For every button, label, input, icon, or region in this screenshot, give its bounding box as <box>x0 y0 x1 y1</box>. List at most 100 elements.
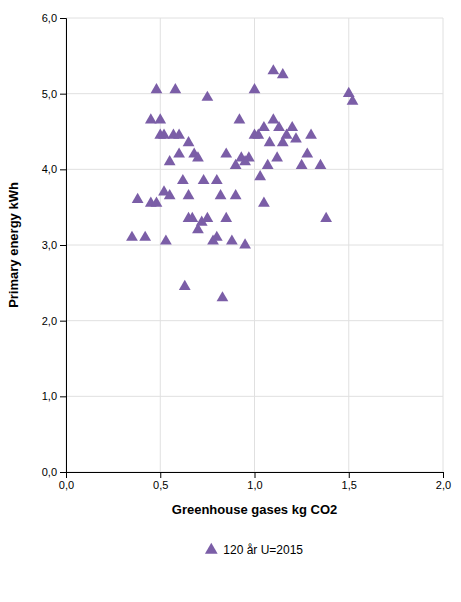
point <box>262 159 274 169</box>
point <box>305 128 317 138</box>
point <box>177 174 189 184</box>
point <box>249 83 261 93</box>
point <box>154 113 166 123</box>
point <box>267 113 279 123</box>
point <box>296 159 308 169</box>
point <box>139 231 151 241</box>
tick-label: 5,0 <box>42 88 57 100</box>
point <box>183 189 195 199</box>
point <box>320 212 332 222</box>
tick: 0,0 <box>42 466 66 478</box>
point <box>230 189 242 199</box>
tick: 0,0 <box>59 472 74 491</box>
x-axis-title: Greenhouse gases kg CO2 <box>172 502 337 517</box>
point <box>286 121 298 131</box>
x-axis: 0,0 0,5 1,0 1,5 2,0 <box>59 472 451 491</box>
tick: 3,0 <box>42 239 66 251</box>
tick-mark <box>255 472 256 478</box>
point <box>239 238 251 248</box>
marks <box>126 64 358 301</box>
point <box>158 128 170 138</box>
tick-mark <box>60 396 66 397</box>
tick-label: 0,0 <box>42 466 57 478</box>
grid-line <box>66 245 443 246</box>
chart: 0,0 0,5 1,0 1,5 2,0 0,0 1,0 2,0 3,0 4,0 5,0 6,0 Gree… <box>0 0 461 602</box>
y-axis: 0,0 1,0 2,0 3,0 4,0 5,0 6,0 <box>42 12 67 478</box>
tick-label: 2,0 <box>42 315 57 327</box>
point <box>126 231 138 241</box>
point <box>258 121 270 131</box>
grid-line <box>66 396 443 397</box>
point <box>198 174 210 184</box>
legend-marker <box>205 543 218 554</box>
point <box>277 68 289 78</box>
tick-mark <box>60 245 66 246</box>
tick-label: 2,0 <box>436 479 451 491</box>
point <box>220 212 232 222</box>
point <box>183 136 195 146</box>
point <box>215 189 227 199</box>
grid-line <box>66 18 443 19</box>
tick: 6,0 <box>42 12 66 24</box>
point <box>151 83 163 93</box>
point <box>267 64 279 74</box>
grid <box>66 18 443 472</box>
tick-mark <box>60 321 66 322</box>
legend-label: 120 år U=2015 <box>223 543 303 557</box>
tick-label: 1,0 <box>247 479 262 491</box>
tick-mark <box>60 94 66 95</box>
point <box>169 83 181 93</box>
axis-line <box>67 473 444 479</box>
y-axis-title: Primary energy kWh <box>6 182 21 308</box>
tick-label: 4,0 <box>42 163 57 175</box>
point <box>347 94 359 104</box>
tick-label: 3,0 <box>42 239 57 251</box>
point <box>243 151 255 161</box>
tick-label: 1,5 <box>342 479 357 491</box>
point <box>226 234 238 244</box>
point <box>258 197 270 207</box>
point <box>192 151 204 161</box>
point <box>211 174 223 184</box>
point <box>201 212 213 222</box>
tick-mark <box>60 18 66 19</box>
point <box>151 197 163 207</box>
grid-line <box>66 169 443 170</box>
point <box>264 136 276 146</box>
point <box>220 147 232 157</box>
point <box>179 280 191 290</box>
point <box>132 193 144 203</box>
tick: 2,0 <box>42 315 66 327</box>
point <box>186 212 198 222</box>
grid-line <box>66 320 443 321</box>
point <box>254 170 266 180</box>
grid-line <box>66 93 443 94</box>
point <box>211 231 223 241</box>
point <box>164 155 176 165</box>
tick-label: 1,0 <box>42 390 57 402</box>
tick-mark <box>160 472 161 478</box>
axis-line <box>60 19 67 473</box>
point <box>173 147 185 157</box>
tick: 2,0 <box>436 472 451 491</box>
series <box>126 64 358 301</box>
tick: 1,0 <box>42 390 66 402</box>
point <box>315 159 327 169</box>
tick-mark <box>349 472 350 478</box>
legend: 120 år U=2015 <box>205 543 303 558</box>
point <box>301 147 313 157</box>
point <box>164 189 176 199</box>
tick-label: 0,5 <box>153 479 168 491</box>
point <box>271 151 283 161</box>
tick: 1,5 <box>342 472 357 491</box>
point <box>273 121 285 131</box>
point <box>173 128 185 138</box>
tick: 1,0 <box>247 472 262 491</box>
point <box>145 113 157 123</box>
point <box>290 132 302 142</box>
legend-item: 120 år U=2015 <box>205 543 303 558</box>
point <box>201 91 213 101</box>
plot: 0,0 0,5 1,0 1,5 2,0 0,0 1,0 2,0 3,0 4,0 5,0 6,0 <box>42 12 451 491</box>
tick-mark <box>443 472 444 478</box>
tick: 0,5 <box>153 472 168 491</box>
